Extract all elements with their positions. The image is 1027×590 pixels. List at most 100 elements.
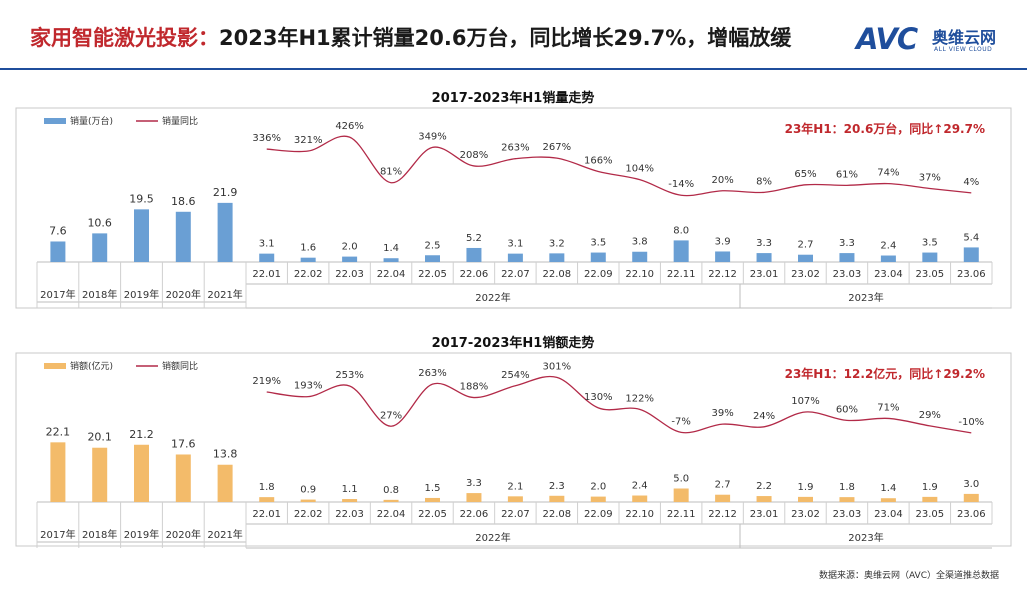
chart1-month-tick-label: 23.01 xyxy=(750,269,779,280)
chart2-month-tick-label: 22.07 xyxy=(501,509,530,520)
chart1-month-tick-label: 22.09 xyxy=(584,269,613,280)
chart1-yoy-label: 104% xyxy=(625,164,654,175)
header-divider xyxy=(0,68,1027,70)
chart1-month-tick-label: 23.03 xyxy=(833,269,862,280)
chart1-annotation: 23年H1：20.6万台，同比↑29.7% xyxy=(785,121,985,136)
avc-logo-mark: AVC xyxy=(856,22,918,56)
chart2-yoy-label: 60% xyxy=(836,404,858,415)
chart2-month-bar-label: 2.0 xyxy=(590,482,606,493)
chart1-month-bar xyxy=(383,258,399,262)
chart1-month-tick-label: 22.04 xyxy=(377,269,406,280)
chart1-yoy-label: 166% xyxy=(584,155,613,166)
chart2-month-tick-label: 22.04 xyxy=(377,509,406,520)
chart1-month-tick-label: 22.02 xyxy=(294,269,323,280)
chart1-month-bar xyxy=(425,255,440,262)
chart2-month-bar-label: 1.1 xyxy=(342,484,358,495)
chart2-month-tick-label: 22.05 xyxy=(418,509,447,520)
chart1-month-tick-label: 22.10 xyxy=(625,269,654,280)
chart2-yoy-line xyxy=(266,375,972,434)
chart1-legend-bar-swatch xyxy=(44,118,66,124)
chart2-month-bar-label: 2.3 xyxy=(549,481,565,492)
chart2-yoy-label: 27% xyxy=(380,410,402,421)
chart2-yoy-label: 254% xyxy=(501,370,530,381)
chart2-month-bar-label: 1.9 xyxy=(798,482,814,493)
chart1-month-bar-label: 2.5 xyxy=(425,240,441,251)
chart2-annual-tick-label: 2020年 xyxy=(166,528,201,541)
chart2-annual-tick-label: 2021年 xyxy=(207,528,242,541)
chart2-month-bar xyxy=(632,495,648,502)
chart1-annual-tick-label: 2019年 xyxy=(124,288,159,301)
chart2-yoy-label: 71% xyxy=(877,402,899,413)
chart2-month-bar xyxy=(549,495,565,502)
chart1-yoy-label: 81% xyxy=(380,167,402,178)
chart1-yoy-label: 61% xyxy=(836,169,858,180)
chart2-annual-bar xyxy=(134,444,149,502)
chart2-annual-tick-label: 2019年 xyxy=(124,528,159,541)
chart2-month-bar xyxy=(507,496,523,502)
chart2-month-bar-label: 1.4 xyxy=(880,483,896,494)
chart1-month-tick-label: 22.07 xyxy=(501,269,530,280)
chart2-month-bar-label: 1.8 xyxy=(259,482,275,493)
chart1-month-tick-label: 22.05 xyxy=(418,269,447,280)
chart2-month-bar xyxy=(425,497,440,502)
chart1-group-label: 2022年 xyxy=(475,291,510,304)
chart1-month-bar xyxy=(715,251,731,262)
chart1-month-bar-label: 2.7 xyxy=(798,240,814,251)
chart2-annual-bar xyxy=(217,464,233,502)
chart2-annual-bar xyxy=(92,447,108,502)
chart1-month-bar-label: 2.4 xyxy=(880,241,896,252)
chart1-annual-bar-label: 19.5 xyxy=(129,192,154,205)
chart1-yoy-label: 20% xyxy=(711,175,733,186)
chart2-month-bar-label: 1.8 xyxy=(839,482,855,493)
chart2-month-bar xyxy=(839,497,855,502)
chart2-month-tick-label: 23.06 xyxy=(957,509,986,520)
chart1-yoy-label: 336% xyxy=(252,133,281,144)
chart1-annotation-prefix: 23年H1：20.6万台，同比 xyxy=(785,121,934,136)
chart2-month-tick-label: 22.06 xyxy=(460,509,489,520)
chart1-annual-bar xyxy=(134,209,149,262)
chart1-month-bar xyxy=(466,247,482,262)
chart2-month-bar xyxy=(590,496,606,502)
chart1-month-bar-label: 3.1 xyxy=(507,239,523,250)
chart2-annotation: 23年H1：12.2亿元，同比↑29.2% xyxy=(785,366,985,381)
chart1-annotation-value: 29.7% xyxy=(943,122,985,136)
chart1-month-bar-label: 3.5 xyxy=(590,238,606,249)
chart2-month-bar-label: 0.8 xyxy=(383,485,399,496)
chart1-month-tick-label: 22.01 xyxy=(252,269,281,280)
chart2-month-bar xyxy=(756,496,772,502)
chart1-title: 2017-2023年H1销量走势 xyxy=(432,90,595,106)
chart2-annual-bar xyxy=(50,442,66,502)
chart2-month-bar xyxy=(342,499,358,502)
chart2-month-tick-label: 22.11 xyxy=(667,509,696,520)
chart2-month-bar-label: 2.4 xyxy=(632,481,648,492)
chart2-month-bar-label: 0.9 xyxy=(300,485,316,496)
chart2-month-bar xyxy=(963,493,979,502)
chart2-month-tick-label: 22.10 xyxy=(625,509,654,520)
chart2-annual-tick-label: 2017年 xyxy=(40,528,75,541)
chart1-yoy-label: 426% xyxy=(335,121,364,132)
chart1-annual-bar-label: 18.6 xyxy=(171,195,196,208)
chart1-month-bar-label: 1.4 xyxy=(383,243,399,254)
chart2-month-tick-label: 23.04 xyxy=(874,509,903,520)
chart1-month-bar xyxy=(880,255,896,262)
chart2-month-bar-label: 5.0 xyxy=(673,474,689,485)
chart2-annual-bar xyxy=(175,454,191,502)
chart2-annual-bar-label: 21.2 xyxy=(129,428,154,441)
chart2-month-tick-label: 23.05 xyxy=(916,509,945,520)
chart1-annual-tick-label: 2017年 xyxy=(40,288,75,301)
chart2-month-bar xyxy=(922,496,938,502)
chart2-yoy-label: 24% xyxy=(753,411,775,422)
chart1-month-bar-label: 3.5 xyxy=(922,238,938,249)
chart1-yoy-label: 37% xyxy=(919,173,941,184)
chart2-yoy-label: 29% xyxy=(919,410,941,421)
chart1-yoy-label: 263% xyxy=(501,143,530,154)
chart1-month-tick-label: 22.08 xyxy=(543,269,572,280)
chart1-annual-tick-label: 2020年 xyxy=(166,288,201,301)
chart1-annual-bar-label: 10.6 xyxy=(87,216,112,229)
chart2-yoy-label: -7% xyxy=(671,416,690,427)
chart2-month-bar xyxy=(383,499,399,502)
chart2-month-bar xyxy=(300,499,316,502)
chart2-legend-bar-swatch xyxy=(44,363,66,369)
chart2-yoy-label: -10% xyxy=(958,417,984,428)
